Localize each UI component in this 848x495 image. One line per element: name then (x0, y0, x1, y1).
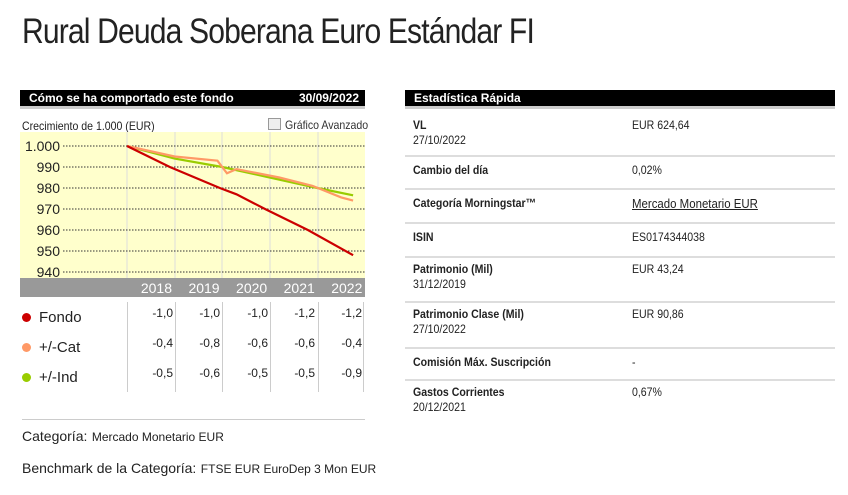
stat-label: ISIN (413, 230, 434, 244)
stat-date: 20/12/2021 (413, 400, 466, 414)
stat-label-block: Patrimonio (Mil) 31/12/2019 (413, 262, 504, 292)
stat-label-block: Cambio del día (413, 163, 498, 178)
y-tick-label: 950 (37, 243, 61, 259)
return-value: -1,2 (341, 306, 362, 320)
stat-value: EUR 624,64 (632, 118, 690, 132)
benchmark-info: Benchmark de la Categoría: FTSE EUR Euro… (22, 460, 376, 478)
stat-date: 27/10/2022 (413, 133, 466, 147)
legend-item: +/-Ind (22, 369, 78, 386)
stat-value: ES0174344038 (632, 230, 705, 244)
advanced-chart-link[interactable]: Gráfico Avanzado (268, 118, 380, 132)
stat-label: VL (413, 118, 427, 132)
stats-title: Estadística Rápida (414, 91, 521, 105)
x-tick-label: 2022 (331, 280, 362, 296)
stat-label-block: Categoría Morningstar™ (413, 196, 553, 211)
series-line-fondo (126, 145, 354, 257)
y-tick-label: 960 (37, 222, 61, 238)
return-value: -0,5 (294, 366, 315, 380)
return-value: -1,0 (247, 306, 268, 320)
return-value: -0,6 (247, 336, 268, 350)
legend-item: +/-Cat (22, 339, 80, 356)
category-link[interactable]: Mercado Monetario EUR (632, 196, 758, 211)
performance-title: Cómo se ha comportado este fondo (29, 91, 234, 105)
stat-row: Patrimonio (Mil) 31/12/2019 EUR 43,24 (405, 256, 835, 303)
column-divider (127, 302, 128, 392)
stat-label: Categoría Morningstar™ (413, 196, 537, 210)
y-tick-label: 940 (37, 264, 61, 280)
x-tick-label: 2021 (284, 280, 315, 296)
column-divider (222, 302, 223, 392)
legend-dot-icon (22, 373, 31, 382)
stat-row: VL 27/10/2022 EUR 624,64 (405, 112, 835, 157)
column-divider (318, 302, 319, 392)
benchmark-value: FTSE EUR EuroDep 3 Mon EUR (200, 462, 377, 476)
return-value: -0,5 (152, 366, 173, 380)
return-value: -0,6 (199, 366, 220, 380)
return-value: -0,4 (341, 336, 362, 350)
y-tick-label: 990 (37, 159, 61, 175)
y-tick-label: 970 (37, 201, 61, 217)
stat-label-block: Gastos Corrientes 20/12/2021 (413, 385, 517, 415)
y-tick-label: 980 (37, 180, 61, 196)
return-value: -0,9 (341, 366, 362, 380)
plot-background (20, 132, 365, 278)
stat-label: Gastos Corrientes (413, 385, 505, 399)
stat-value: EUR 43,24 (632, 262, 684, 276)
stat-label: Patrimonio (Mil) (413, 262, 493, 276)
column-divider (363, 302, 364, 392)
legend-dot-icon (22, 313, 31, 322)
series-line-cat (126, 144, 354, 202)
column-divider (270, 302, 271, 392)
stat-label: Cambio del día (413, 163, 489, 177)
stat-value: EUR 90,86 (632, 307, 684, 321)
divider (22, 419, 365, 420)
stat-date: 31/12/2019 (413, 277, 466, 291)
stat-row: Gastos Corrientes 20/12/2021 0,67% (405, 379, 835, 419)
stat-label: Comisión Máx. Suscripción (413, 355, 551, 369)
return-value: -0,5 (247, 366, 268, 380)
stat-value: - (632, 355, 636, 369)
stat-label-block: Comisión Máx. Suscripción (413, 355, 570, 370)
chart-icon (268, 118, 281, 130)
x-tick-label: 2020 (236, 280, 267, 296)
return-value: -1,2 (294, 306, 315, 320)
stat-label-block: VL 27/10/2022 (413, 118, 473, 148)
legend-item: Fondo (22, 309, 82, 326)
stat-label-block: Patrimonio Clase (Mil) 27/10/2022 (413, 307, 539, 337)
legend-label: Fondo (39, 309, 82, 326)
category-label: Categoría: (22, 428, 88, 444)
return-value: -0,6 (294, 336, 315, 350)
performance-date: 30/09/2022 (298, 91, 359, 105)
legend-label: +/-Cat (39, 339, 81, 356)
stat-value: 0,02% (632, 163, 662, 177)
stat-value: 0,67% (632, 385, 662, 399)
stat-row: ISIN ES0174344038 (405, 222, 835, 258)
stat-row: Patrimonio Clase (Mil) 27/10/2022 EUR 90,… (405, 301, 835, 349)
performance-header: Cómo se ha comportado este fondo 30/09/2… (20, 90, 365, 109)
return-value: -0,8 (199, 336, 220, 350)
benchmark-label: Benchmark de la Categoría: (22, 460, 197, 476)
return-value: -1,0 (152, 306, 173, 320)
stat-date: 27/10/2022 (413, 322, 466, 336)
page-title: Rural Deuda Soberana Euro Estándar FI (22, 12, 535, 51)
category-value: Mercado Monetario EUR (91, 430, 224, 444)
y-tick-label: 1.000 (25, 138, 60, 154)
stat-row: Cambio del día 0,02% (405, 155, 835, 190)
growth-label: Crecimiento de 1.000 (EUR) (22, 119, 155, 133)
stat-row: Comisión Máx. Suscripción - (405, 347, 835, 381)
stat-label-block: ISIN (413, 230, 436, 245)
return-value: -1,0 (199, 306, 220, 320)
growth-chart: 1.000 990 980 970 960 950 940 2018 2019 2020 2021 2… (20, 132, 365, 297)
x-tick-label: 2018 (141, 280, 172, 296)
column-divider (175, 302, 176, 392)
legend-label: +/-Ind (39, 369, 78, 386)
stats-header: Estadística Rápida (405, 90, 835, 109)
stat-label: Patrimonio Clase (Mil) (413, 307, 524, 321)
x-tick-label: 2019 (188, 280, 219, 296)
legend-dot-icon (22, 343, 31, 352)
return-value: -0,4 (152, 336, 173, 350)
category-info: Categoría: Mercado Monetario EUR (22, 428, 224, 446)
stat-row: Categoría Morningstar™ Mercado Monetario… (405, 188, 835, 224)
x-axis-band (20, 278, 365, 297)
